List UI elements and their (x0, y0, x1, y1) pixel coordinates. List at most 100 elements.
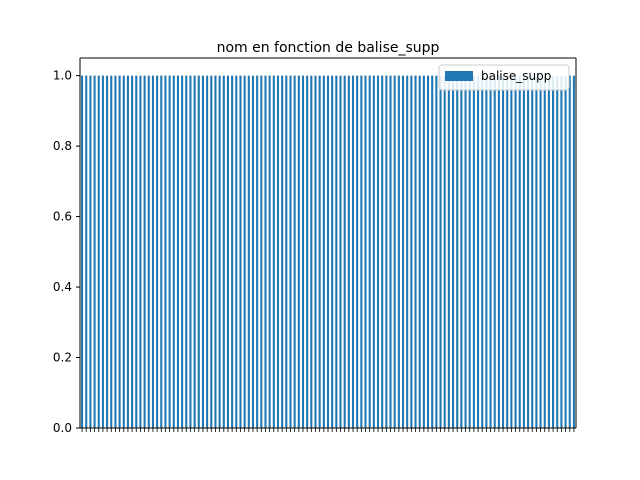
bar (431, 75, 434, 429)
bar (247, 75, 250, 429)
bar (368, 75, 371, 429)
bar (497, 75, 500, 429)
y-ticks-group: 0.0 0.2 0.4 0.6 0.8 1.0 (53, 69, 80, 435)
bar (164, 75, 167, 429)
bar (206, 75, 209, 429)
bar (460, 75, 463, 429)
bar (464, 75, 467, 429)
bar (410, 75, 413, 429)
bar (443, 75, 446, 429)
bar (535, 75, 538, 429)
bar (381, 75, 384, 429)
bar (310, 75, 313, 429)
bar (376, 75, 380, 429)
bar (143, 75, 146, 429)
bar (297, 75, 300, 429)
bar (276, 75, 280, 429)
bar (122, 75, 125, 429)
bar (514, 75, 517, 429)
bar (481, 75, 484, 429)
bar (322, 75, 325, 429)
bar (472, 75, 475, 429)
y-tick-label: 0.8 (53, 139, 72, 153)
bar (527, 75, 530, 429)
y-tick-label: 0.6 (53, 210, 72, 224)
bar (281, 75, 284, 429)
bar (531, 75, 534, 429)
bar (106, 75, 109, 429)
bar (418, 75, 421, 429)
bar (251, 75, 255, 429)
bar (126, 75, 129, 429)
bar (89, 75, 92, 429)
bar (556, 75, 559, 429)
bar (522, 75, 525, 429)
bar (406, 75, 409, 429)
bar (343, 75, 346, 429)
bar (572, 75, 575, 429)
bar (452, 75, 455, 429)
x-ticks-group (81, 428, 575, 432)
bar (306, 75, 309, 429)
bar (506, 75, 509, 429)
bar (268, 75, 271, 429)
bar (372, 75, 375, 429)
bar (301, 75, 305, 429)
bar (447, 75, 450, 429)
bar (401, 75, 405, 429)
bar (364, 75, 367, 429)
bar (314, 75, 317, 429)
bar (139, 75, 142, 429)
bar (435, 75, 438, 429)
bar (468, 75, 471, 429)
bar (110, 75, 113, 429)
bar (326, 75, 330, 429)
bar (101, 75, 104, 429)
bar (485, 75, 488, 429)
bar (81, 75, 84, 429)
bar (197, 75, 200, 429)
bar (210, 75, 213, 429)
bar (552, 75, 555, 429)
bar (135, 75, 138, 429)
bars-group (81, 75, 575, 429)
bar (201, 75, 204, 429)
bar (351, 75, 355, 429)
bar (118, 75, 121, 429)
bar (543, 75, 546, 429)
bar (214, 75, 217, 429)
bar (272, 75, 275, 429)
bar (426, 75, 430, 429)
bar (547, 75, 550, 429)
bar (502, 75, 505, 429)
bar (293, 75, 296, 429)
bar (156, 75, 159, 429)
bar (264, 75, 267, 429)
bar (539, 75, 542, 429)
bar (131, 75, 134, 429)
bar (93, 75, 96, 429)
bar (397, 75, 400, 429)
bar (489, 75, 492, 429)
bar (97, 75, 100, 429)
bar (239, 75, 242, 429)
bar (85, 75, 88, 429)
bar (335, 75, 338, 429)
y-tick-label: 0.4 (53, 280, 72, 294)
legend-swatch (445, 71, 473, 81)
bar (189, 75, 192, 429)
bar (510, 75, 513, 429)
bar (414, 75, 417, 429)
legend-label: balise_supp (481, 69, 551, 83)
bar (235, 75, 238, 429)
bar (218, 75, 221, 429)
bar (185, 75, 188, 429)
bar (393, 75, 396, 429)
bar (389, 75, 392, 429)
bar (318, 75, 321, 429)
bar (289, 75, 292, 429)
y-tick-label: 0.2 (53, 351, 72, 365)
bar (560, 75, 563, 429)
chart-title: nom en fonction de balise_supp (217, 40, 440, 56)
